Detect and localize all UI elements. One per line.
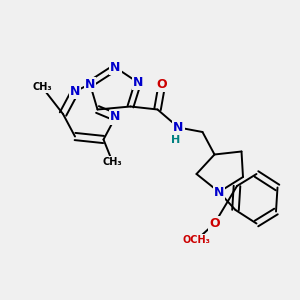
Text: N: N xyxy=(214,185,224,199)
Text: OCH₃: OCH₃ xyxy=(183,235,210,245)
Text: N: N xyxy=(110,61,121,74)
Text: H: H xyxy=(171,135,180,145)
Text: CH₃: CH₃ xyxy=(32,82,52,92)
Text: N: N xyxy=(133,76,143,89)
Text: O: O xyxy=(157,77,167,91)
Text: N: N xyxy=(173,121,184,134)
Text: N: N xyxy=(70,85,80,98)
Text: O: O xyxy=(209,217,220,230)
Text: N: N xyxy=(85,77,95,91)
Text: CH₃: CH₃ xyxy=(103,157,122,167)
Text: N: N xyxy=(110,110,121,124)
